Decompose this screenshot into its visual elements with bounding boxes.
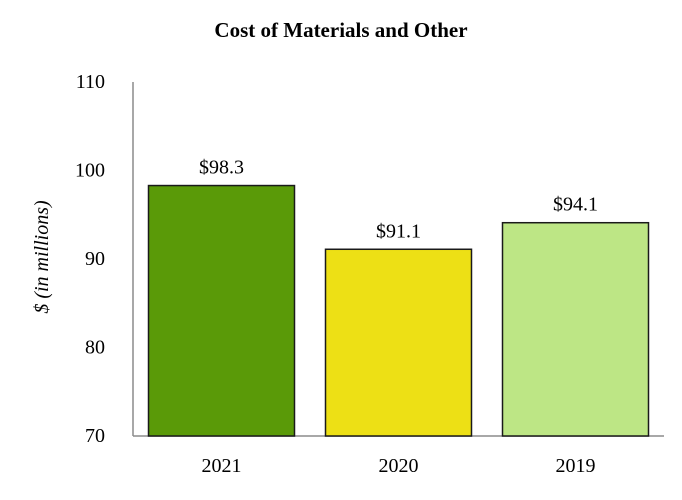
y-tick-label: 80 bbox=[85, 337, 105, 359]
y-tick-label: 70 bbox=[85, 425, 105, 447]
data-label-2019: $94.1 bbox=[553, 194, 598, 216]
y-axis-label: $ (in millions) bbox=[31, 200, 53, 314]
x-tick-label: 2019 bbox=[556, 455, 596, 477]
y-tick-label: 110 bbox=[76, 71, 105, 93]
y-tick-label: 100 bbox=[75, 160, 105, 182]
bar-2019 bbox=[501, 221, 650, 437]
chart-title: Cost of Materials and Other bbox=[214, 18, 468, 42]
bar-2020 bbox=[324, 248, 473, 437]
y-tick-label: 90 bbox=[85, 248, 105, 270]
chart-bars bbox=[147, 184, 650, 437]
chart-labels: $98.3 2021 $91.1 2020 $94.1 2019 bbox=[199, 157, 598, 477]
data-label-2021: $98.3 bbox=[199, 157, 244, 179]
x-tick-label: 2021 bbox=[202, 455, 242, 477]
bar-2021 bbox=[147, 184, 296, 437]
x-tick-label: 2020 bbox=[379, 455, 419, 477]
data-label-2020: $91.1 bbox=[376, 220, 421, 242]
